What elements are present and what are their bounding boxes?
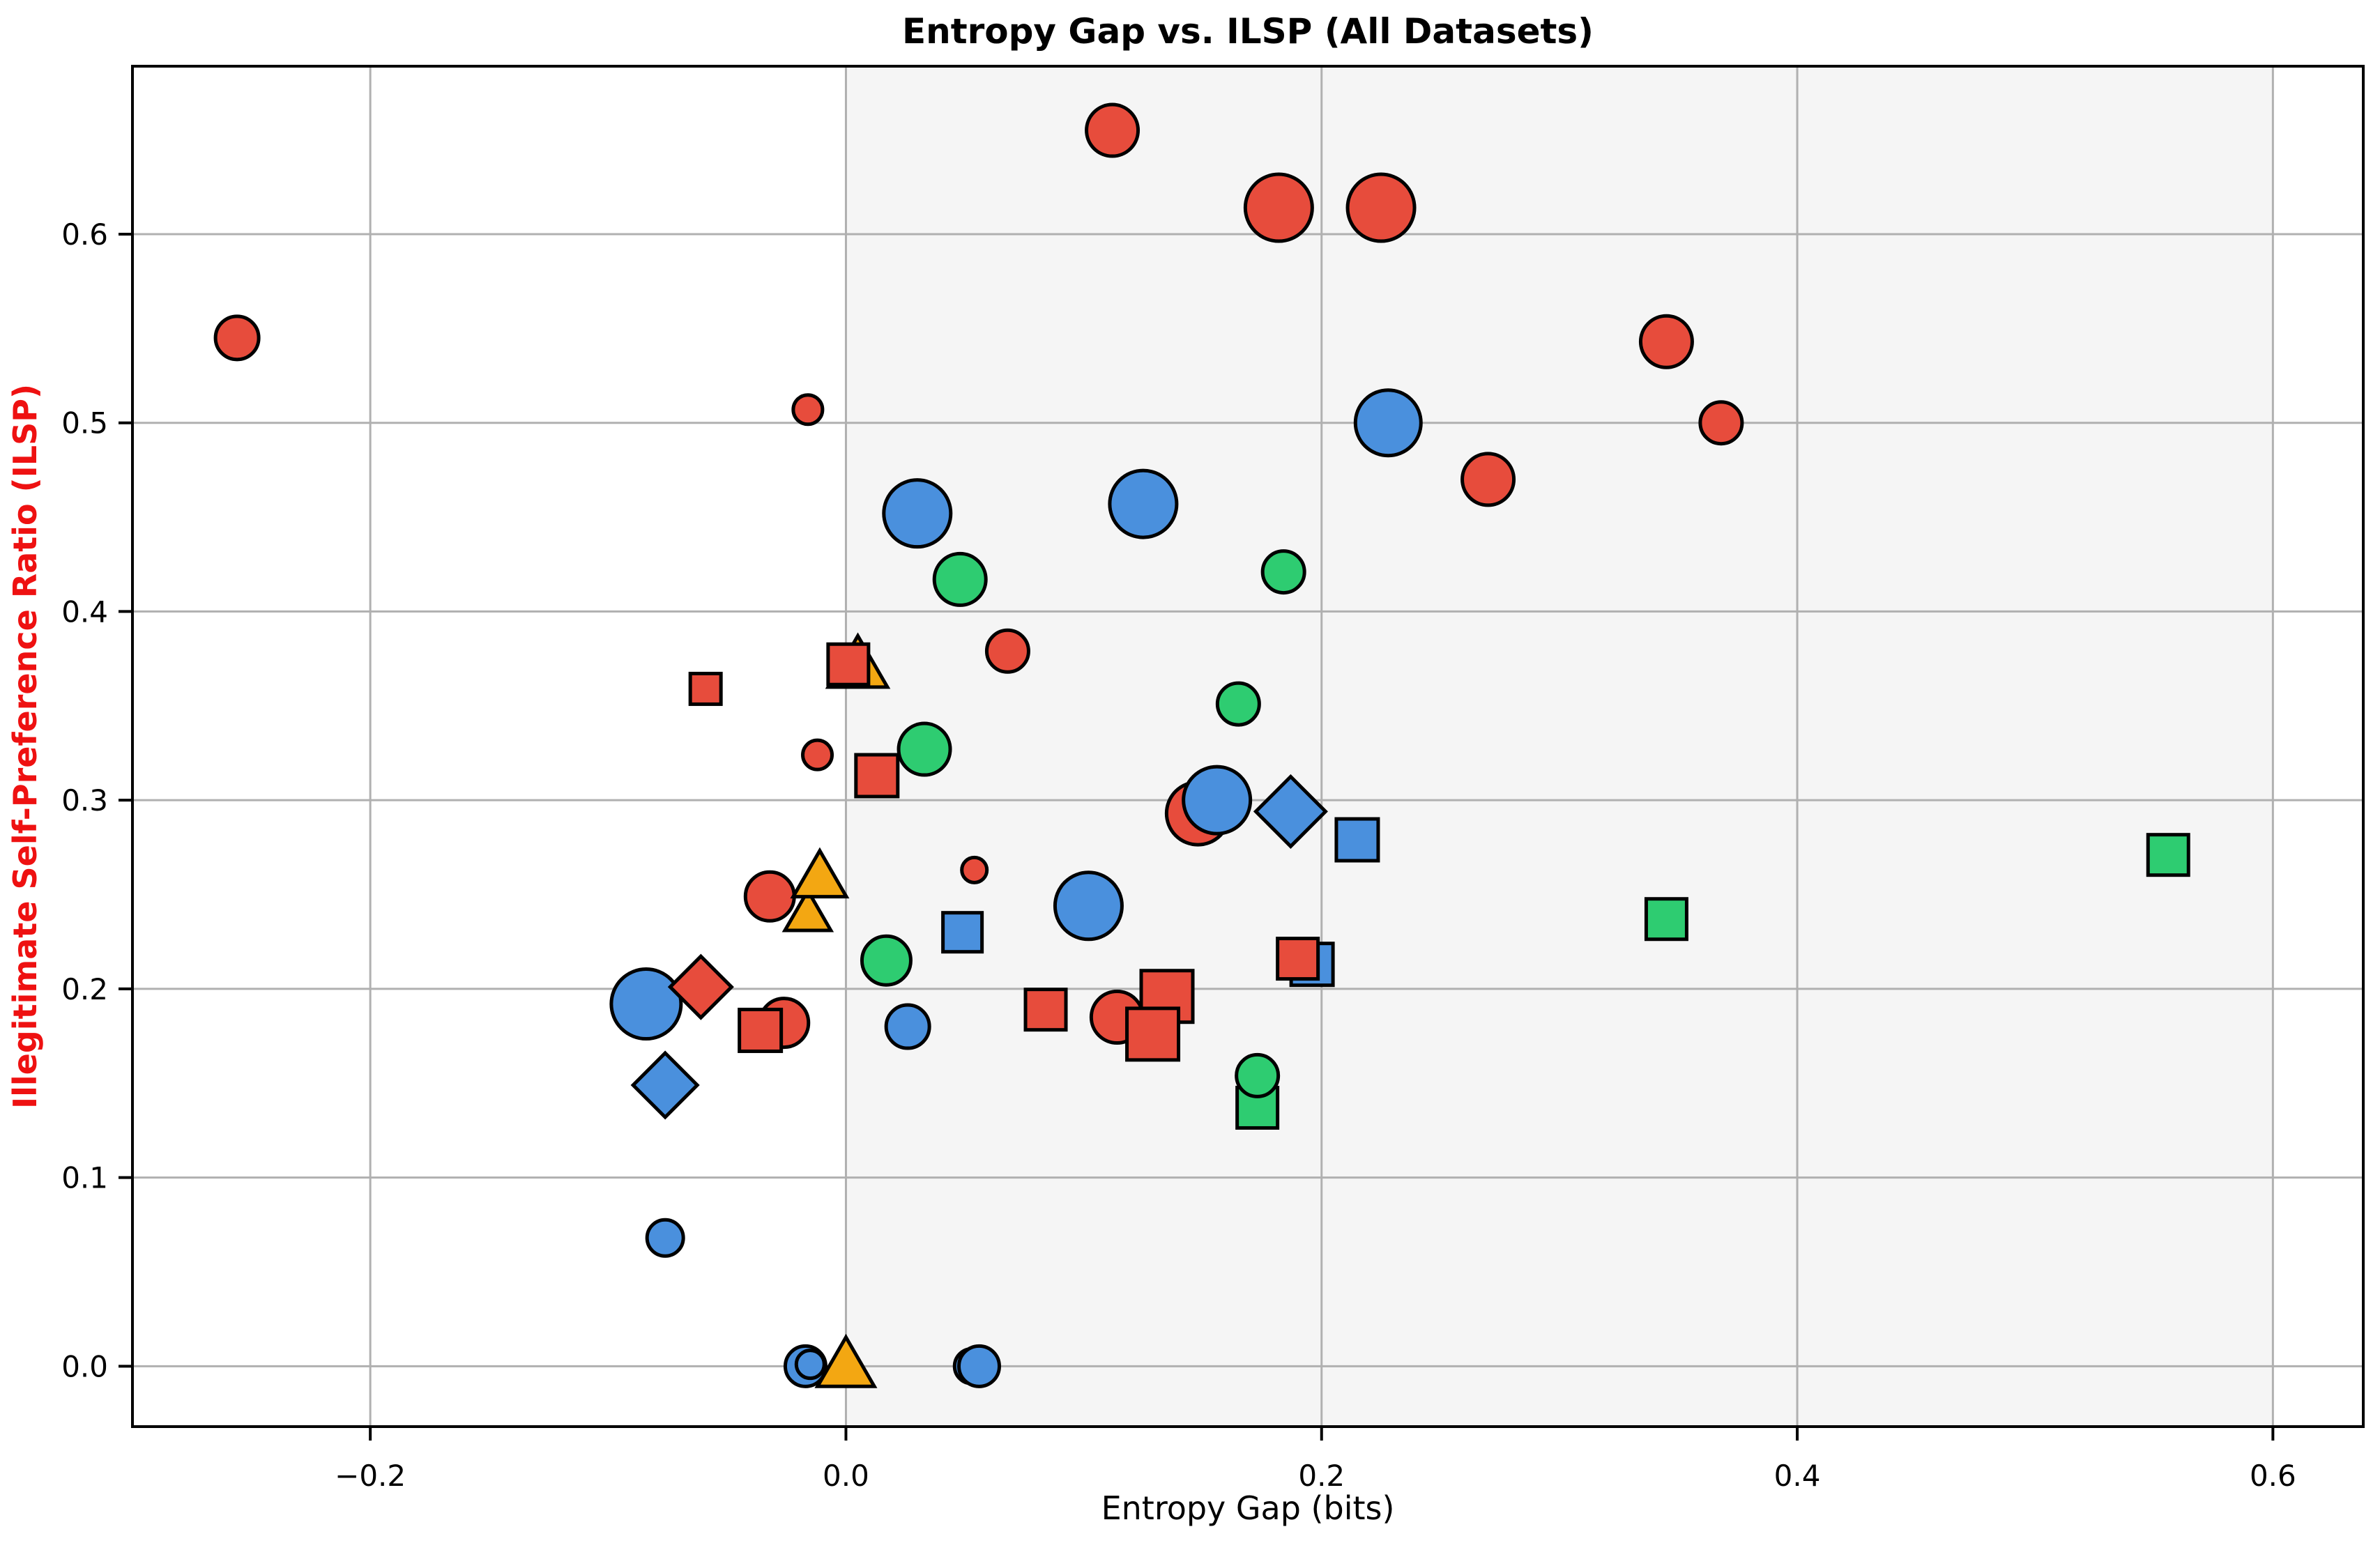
data-point-blue-circle	[884, 1003, 931, 1050]
data-point-red-square	[1125, 1006, 1181, 1062]
shaded-region	[846, 66, 2273, 1427]
data-points-layer	[213, 102, 2190, 1388]
data-point-red-circle	[801, 738, 834, 772]
data-point-green-circle	[1260, 549, 1306, 595]
data-point-red-circle	[1698, 400, 1744, 446]
y-tick-label: 0.5	[61, 406, 108, 440]
data-point-green-square	[2146, 833, 2190, 877]
axis-tick-labels: −0.2 0.0 0.2 0.4 0.6 0.0 0.1 0.2 0.3 0.4 0.5 0.6	[61, 217, 2296, 1493]
data-point-orange-triangle	[781, 887, 834, 932]
y-axis-label: Illegitimate Self-Preference Ratio (ILSP…	[6, 384, 44, 1109]
data-point-green-circle	[932, 551, 988, 607]
data-point-red-circle	[743, 870, 796, 923]
data-point-red-circle	[960, 855, 989, 884]
y-tick-label: 0.4	[61, 594, 108, 629]
x-axis-label: Entropy Gap (bits)	[1101, 1489, 1395, 1527]
data-point-blue-circle	[882, 478, 953, 549]
axis-ticks	[119, 232, 2275, 1441]
data-point-blue-circle	[956, 1344, 1001, 1388]
x-tick-label: 0.0	[823, 1459, 869, 1493]
data-point-red-circle	[984, 628, 1030, 674]
data-point-orange-triangle	[790, 847, 850, 899]
data-point-blue-circle	[1353, 388, 1423, 458]
y-tick-label: 0.1	[61, 1161, 108, 1195]
data-point-green-circle	[897, 721, 952, 777]
data-point-red-square	[1023, 988, 1068, 1032]
data-point-blue-diamond	[1253, 774, 1328, 849]
data-point-red-square	[826, 642, 871, 686]
data-point-blue-square	[941, 911, 984, 954]
data-point-red-circle	[1345, 172, 1417, 243]
data-point-red-square	[854, 753, 900, 799]
chart-title: Entropy Gap vs. ILSP (All Datasets)	[902, 11, 1594, 52]
y-tick-label: 0.6	[61, 217, 108, 252]
y-tick-label: 0.2	[61, 972, 108, 1006]
data-point-red-square	[688, 671, 723, 706]
x-tick-label: 0.6	[2250, 1459, 2296, 1493]
data-point-blue-square	[1334, 817, 1380, 863]
data-point-orange-triangle	[814, 1333, 878, 1388]
data-point-green-circle	[1215, 681, 1261, 727]
data-point-green-circle	[860, 934, 913, 987]
data-point-blue-circle	[1053, 870, 1124, 942]
data-point-blue-circle	[609, 967, 683, 1041]
data-point-blue-circle	[794, 1349, 826, 1381]
data-point-red-circle	[1638, 314, 1694, 369]
data-point-red-square	[1276, 937, 1320, 981]
x-tick-label: 0.4	[1774, 1459, 1821, 1493]
data-point-blue-circle	[1182, 765, 1253, 836]
data-point-red-circle	[213, 314, 261, 362]
data-point-blue-diamond	[630, 1050, 700, 1120]
data-point-red-circle	[1460, 452, 1516, 507]
data-point-blue-circle	[1108, 468, 1179, 539]
y-tick-label: 0.3	[61, 783, 108, 817]
data-point-red-circle	[791, 393, 825, 427]
data-point-blue-circle	[645, 1218, 685, 1258]
data-point-red-square	[738, 1007, 784, 1053]
data-point-red-circle	[1243, 172, 1314, 243]
x-tick-label: 0.2	[1298, 1459, 1345, 1493]
data-point-red-diamond	[667, 953, 734, 1020]
x-tick-label: −0.2	[335, 1459, 406, 1493]
plot-border	[131, 65, 2365, 1428]
y-tick-label: 0.0	[61, 1349, 108, 1383]
data-point-green-square	[1644, 897, 1688, 942]
data-point-red-circle	[1085, 102, 1141, 158]
data-point-green-circle	[1235, 1052, 1281, 1098]
